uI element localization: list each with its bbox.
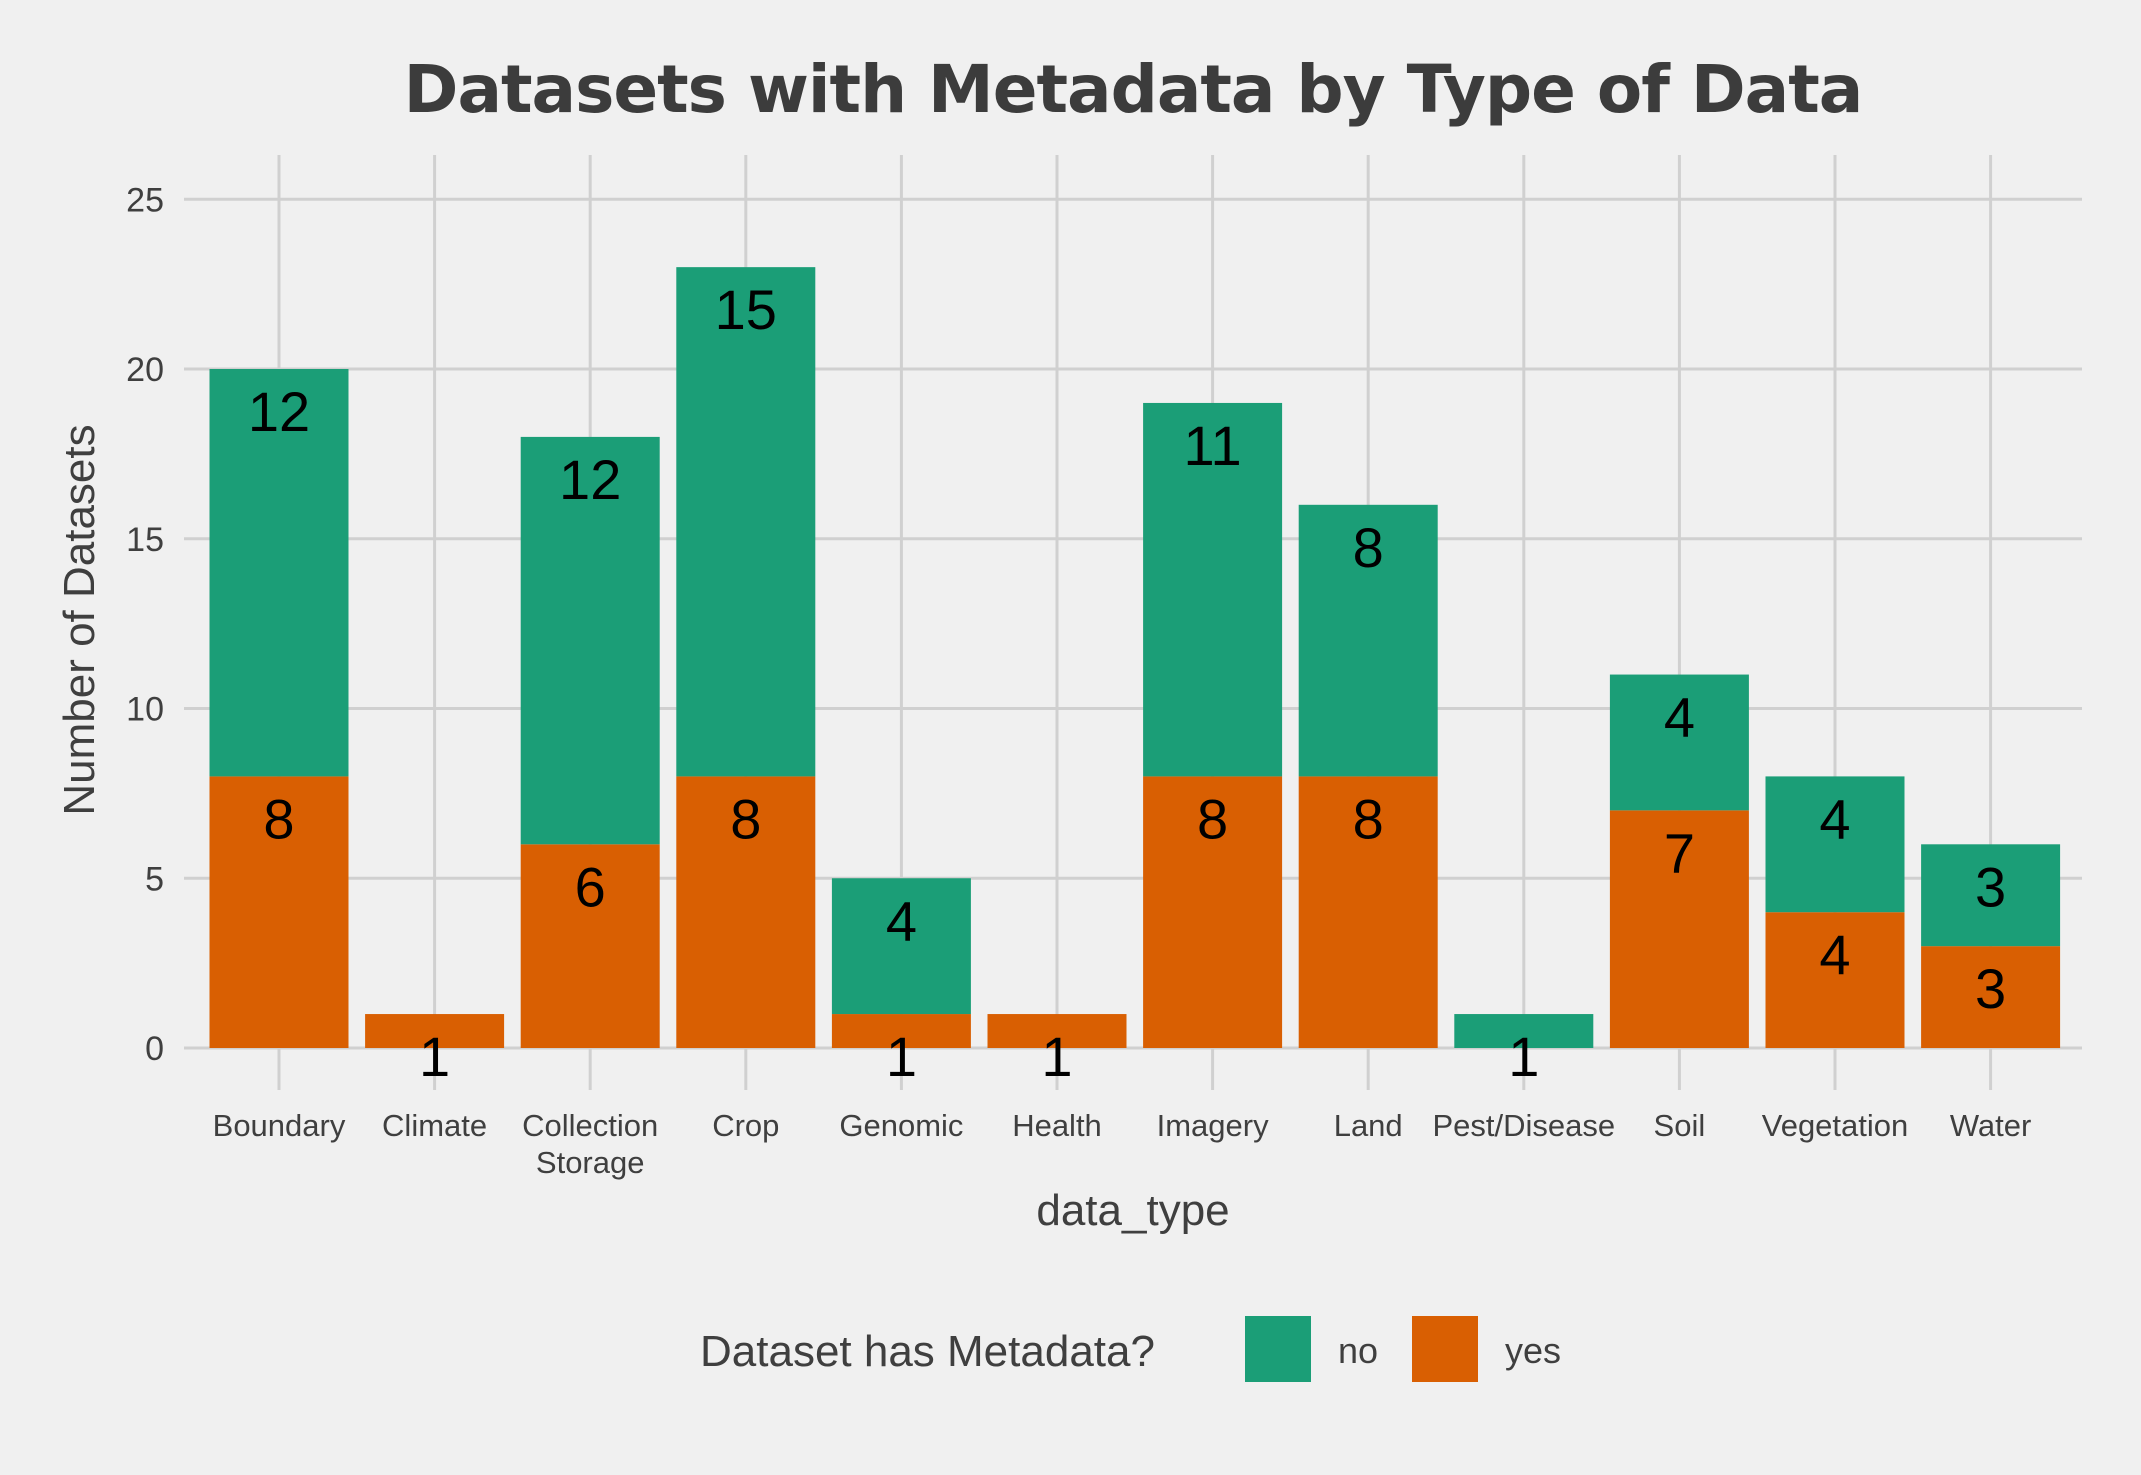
bar-yes-9 <box>1609 810 1749 1048</box>
bar-no-4 <box>831 878 971 1015</box>
bar-label-no-8: 1 <box>1508 1025 1539 1088</box>
bar-no-10 <box>1765 776 1905 913</box>
bar-label-yes-9: 7 <box>1664 821 1695 884</box>
y-tick-label-15: 15 <box>126 521 164 559</box>
bar-yes-3 <box>676 776 816 1048</box>
bar-label-yes-4: 1 <box>886 1025 917 1088</box>
legend-key-yes <box>1412 1316 1478 1382</box>
x-tick-label-10: Vegetation <box>1762 1108 1909 1143</box>
bar-label-yes-11: 3 <box>1975 957 2006 1020</box>
bar-label-yes-6: 8 <box>1197 787 1228 850</box>
bar-label-no-2: 12 <box>559 448 621 511</box>
bar-label-no-6: 11 <box>1184 414 1242 477</box>
bar-yes-6 <box>1143 776 1283 1048</box>
x-tick-label-9: Soil <box>1654 1108 1706 1143</box>
x-tick-label-6: Imagery <box>1157 1108 1269 1143</box>
x-tick-label-4: Genomic <box>839 1108 963 1143</box>
legend: Dataset has Metadata? no yes <box>700 1316 1561 1382</box>
bar-label-no-0: 12 <box>248 380 310 443</box>
x-tick-label-3: Crop <box>712 1108 779 1143</box>
bar-yes-4 <box>831 1014 971 1048</box>
bar-no-3 <box>676 267 816 777</box>
bar-layer <box>209 267 2061 1048</box>
bar-label-yes-2: 6 <box>575 855 606 918</box>
x-tick-label-1: Climate <box>382 1108 487 1143</box>
bar-no-9 <box>1609 674 1749 811</box>
x-tick-label-11: Water <box>1950 1108 2032 1143</box>
legend-title: Dataset has Metadata? <box>700 1327 1155 1376</box>
y-tick-label-5: 5 <box>145 860 164 898</box>
x-tick-label-2-line-0: Collection <box>522 1108 658 1143</box>
bar-yes-1 <box>365 1014 505 1048</box>
bar-no-2 <box>520 436 660 845</box>
bar-label-no-11: 3 <box>1975 855 2006 918</box>
legend-label-yes: yes <box>1505 1330 1561 1371</box>
bar-no-11 <box>1921 844 2061 947</box>
legend-label-no: no <box>1338 1330 1378 1371</box>
bar-label-yes-3: 8 <box>730 787 761 850</box>
bar-yes-10 <box>1765 912 1905 1048</box>
x-tick-label-0: Boundary <box>213 1108 346 1143</box>
y-axis-title: Number of Datasets <box>55 424 104 815</box>
bar-label-yes-7: 8 <box>1353 787 1384 850</box>
x-tick-label-7: Land <box>1334 1108 1403 1143</box>
legend-key-no <box>1245 1316 1311 1382</box>
x-axis-title: data_type <box>1036 1186 1229 1235</box>
bar-yes-7 <box>1298 776 1438 1048</box>
bar-label-yes-1: 1 <box>419 1025 450 1088</box>
y-tick-label-25: 25 <box>126 181 164 219</box>
y-tick-label-10: 10 <box>126 691 164 729</box>
bar-no-7 <box>1298 504 1438 777</box>
x-tick-label-2-line-1: Storage <box>536 1145 645 1180</box>
bar-no-0 <box>209 369 349 777</box>
y-tick-label-20: 20 <box>126 351 164 389</box>
bar-label-yes-5: 1 <box>1041 1025 1072 1088</box>
axis-layer: Datasets with Metadata by Type of Data d… <box>55 51 2031 1235</box>
bar-label-no-4: 4 <box>886 889 917 952</box>
x-tick-label-8: Pest/Disease <box>1432 1108 1615 1143</box>
bar-label-yes-0: 8 <box>263 787 294 850</box>
bar-label-no-10: 4 <box>1819 787 1850 850</box>
bar-no-8 <box>1454 1014 1594 1048</box>
bar-yes-11 <box>1921 946 2061 1048</box>
bar-yes-5 <box>987 1014 1127 1048</box>
bar-label-yes-10: 4 <box>1819 923 1850 986</box>
bar-label-no-9: 4 <box>1664 686 1695 749</box>
bar-no-6 <box>1143 402 1283 777</box>
bar-label-no-3: 15 <box>715 278 777 341</box>
bar-label-no-7: 8 <box>1353 516 1384 579</box>
chart-title: Datasets with Metadata by Type of Data <box>404 51 1863 128</box>
bar-yes-0 <box>209 776 349 1048</box>
y-tick-label-0: 0 <box>145 1030 164 1068</box>
x-tick-label-5: Health <box>1012 1108 1102 1143</box>
bar-yes-2 <box>520 844 660 1048</box>
